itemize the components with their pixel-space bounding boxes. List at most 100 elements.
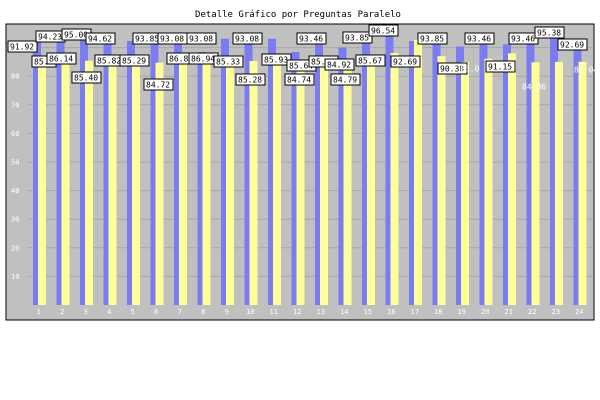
x-tick-label: 21 [505,308,513,316]
bar-s2-7 [179,56,187,305]
bar-s2-3 [85,60,93,306]
bar-s1-19 [456,46,464,306]
data-label: 85.0 [460,65,479,74]
y-tick-label: 60 [11,130,19,138]
data-label: 85.40 [74,74,98,83]
data-label-box [324,58,355,71]
data-label-box [557,38,588,51]
data-label: 85.28 [238,76,262,85]
y-tick-label: 80 [11,73,19,81]
x-tick-label: 22 [528,308,536,316]
bar-s1-24 [573,39,582,305]
bar-s2-5 [132,61,140,305]
x-tick-label: 17 [411,308,419,316]
bar-s2-18 [437,56,446,306]
x-tick-label: 3 [84,308,88,316]
data-label: 93.85 [135,35,159,44]
data-label: 94.23 [38,33,62,42]
bar-s1-7 [174,38,182,305]
data-label: 85.93 [264,56,288,65]
bar-s2-9 [226,60,234,305]
x-tick-label: 12 [293,308,301,316]
data-label: 85.1 [34,58,53,67]
bar-s1-18 [432,36,441,306]
bar-s2-1 [38,61,46,305]
data-label: 84.72 [146,81,170,90]
bar-s2-21 [508,53,516,305]
chart-title: Detalle Gráfico por Preguntas Paralelo [195,10,401,20]
x-tick-label: 24 [575,308,583,316]
bar-s1-23 [550,32,558,306]
data-label-box [213,55,244,68]
data-label: 86.94 [191,55,215,64]
bar-s2-6 [155,62,164,305]
data-label: 92.69 [560,41,584,50]
x-tick-label: 1 [37,308,41,316]
bar-s2-11 [273,59,281,305]
bar-s2-22 [531,62,540,305]
x-tick-label: 16 [387,308,395,316]
bar-s2-23 [555,61,563,306]
bar-s2-17 [414,39,422,305]
bar-s1-10 [244,40,253,305]
data-label: 85.04 [574,66,598,75]
data-label-box [355,54,386,67]
data-label: 91.92 [10,43,34,52]
data-label: 93.85 [420,35,444,44]
data-label: 91.15 [488,63,512,72]
bar-s2-10 [249,61,258,306]
x-tick-label: 14 [340,308,348,316]
bar-s2-4 [108,59,117,306]
bar-s2-12 [296,60,305,306]
bar-s2-16 [390,53,399,306]
bar-s2-14 [343,62,352,305]
bar-s1-20 [479,37,488,305]
data-label: 85.67 [358,57,382,66]
y-tick-label: 40 [11,187,19,195]
bars [33,28,587,306]
data-label: 86.84 [169,55,193,64]
x-axis-ticks: 1 2 3 4 5 6 7 8 9 10 11 12 13 14 15 16 17 18 19 20 21 22 23 24 [37,308,584,316]
data-label-box [46,52,77,65]
data-label-box [464,32,495,45]
bar-s2-8 [202,56,211,306]
data-label: 85.82 [97,57,121,66]
data-label: 95.00 [64,31,88,40]
x-tick-label: 4 [107,308,111,316]
data-label: 93.08 [160,35,184,44]
x-tick-label: 6 [154,308,158,316]
data-label: 94.62 [88,35,112,44]
data-label-box [7,40,38,53]
y-tick-label: 20 [11,244,19,252]
y-tick-label: 30 [11,216,19,224]
bar-s2-19 [461,61,469,306]
data-label-box [232,32,263,45]
x-tick-label: 9 [225,308,229,316]
data-label-box [368,24,399,37]
data-label-box [143,78,174,91]
bar-s1-12 [291,52,300,306]
x-tick-label: 19 [458,308,466,316]
x-tick-label: 5 [131,308,135,316]
data-label: 85.64 [289,62,313,71]
x-tick-label: 7 [178,308,182,316]
bar-s1-21 [503,44,511,305]
bar-s1-2 [56,35,65,306]
x-tick-label: 23 [552,308,560,316]
x-tick-label: 11 [270,308,278,316]
data-label-box [342,31,373,44]
data-label: 93.46 [511,35,535,44]
data-label: 93.46 [467,35,491,44]
data-label: 95.38 [537,29,561,38]
x-tick-label: 15 [364,308,372,316]
data-label: 85.29 [122,57,146,66]
x-tick-label: 10 [246,308,254,316]
bar-s1-9 [221,38,229,305]
bar-s2-24 [578,61,587,305]
bar-s1-17 [409,40,417,305]
bar-s1-16 [385,28,394,305]
data-label-box [186,32,217,45]
data-label-box [330,73,361,86]
